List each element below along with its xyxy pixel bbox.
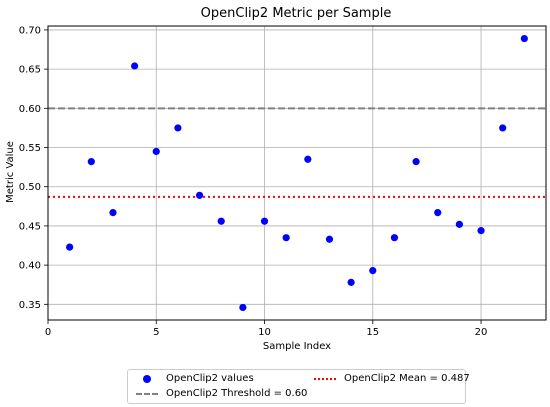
data-point bbox=[390, 234, 399, 242]
grid-lines bbox=[47, 26, 546, 320]
data-point bbox=[282, 234, 290, 242]
data-point bbox=[325, 235, 334, 243]
y-tick-label: 0.45 bbox=[19, 221, 41, 232]
data-point bbox=[477, 227, 485, 235]
legend-label-mean: OpenClip2 Mean = 0.487 bbox=[344, 373, 470, 384]
legend-marker-dot bbox=[136, 374, 158, 384]
data-point bbox=[152, 147, 160, 156]
x-tick-label: 15 bbox=[366, 327, 379, 338]
data-point bbox=[347, 278, 355, 286]
legend-label-threshold: OpenClip2 Threshold = 0.60 bbox=[166, 388, 308, 399]
y-tick-label: 0.40 bbox=[19, 261, 41, 272]
x-tick-label: 20 bbox=[475, 327, 488, 338]
legend-item-mean: OpenClip2 Mean = 0.487 bbox=[314, 373, 470, 384]
data-point bbox=[87, 158, 95, 166]
data-point bbox=[66, 243, 74, 251]
legend-item-values: OpenClip2 values bbox=[136, 373, 254, 384]
scatter-points bbox=[66, 34, 528, 312]
x-axis-label: Sample Index bbox=[263, 341, 331, 352]
y-tick-label: 0.60 bbox=[19, 104, 41, 115]
data-point bbox=[109, 208, 117, 217]
reference-lines bbox=[48, 107, 546, 198]
data-point bbox=[195, 191, 204, 199]
plot-area bbox=[47, 25, 547, 321]
y-tick-label: 0.50 bbox=[19, 182, 41, 193]
y-tick-label: 0.35 bbox=[19, 300, 41, 311]
y-tick-label: 0.55 bbox=[19, 143, 41, 154]
legend-item-threshold: OpenClip2 Threshold = 0.60 bbox=[136, 388, 307, 399]
legend-marker-dotted-line bbox=[314, 374, 336, 384]
data-point bbox=[174, 124, 182, 132]
legend-marker-dashed-line bbox=[136, 389, 158, 399]
data-point bbox=[455, 220, 463, 228]
y-tick-label: 0.65 bbox=[19, 65, 41, 76]
data-point bbox=[260, 217, 269, 225]
chart-legend: OpenClip2 values OpenClip2 Mean = 0.487 … bbox=[127, 369, 470, 404]
data-point bbox=[412, 158, 420, 166]
data-point bbox=[369, 267, 377, 275]
x-tick-label: 10 bbox=[258, 327, 271, 338]
data-point bbox=[499, 124, 507, 132]
data-point bbox=[520, 34, 528, 43]
data-point bbox=[217, 217, 225, 225]
x-tick-label: 0 bbox=[45, 327, 51, 338]
y-axis-label: Metric Value bbox=[5, 141, 16, 203]
data-point bbox=[239, 303, 247, 312]
data-point bbox=[304, 155, 312, 163]
x-tick-label: 5 bbox=[153, 327, 159, 338]
axis-ticks: 0 5 10 15 20 0.35 0.40 0.45 0.50 0.55 0.60 0.65 0.70 bbox=[19, 25, 488, 338]
chart-title: OpenClip2 Metric per Sample bbox=[201, 6, 392, 21]
data-point bbox=[131, 62, 139, 70]
legend-label-values: OpenClip2 values bbox=[166, 373, 254, 384]
y-tick-label: 0.70 bbox=[19, 25, 41, 36]
data-point bbox=[434, 208, 442, 217]
